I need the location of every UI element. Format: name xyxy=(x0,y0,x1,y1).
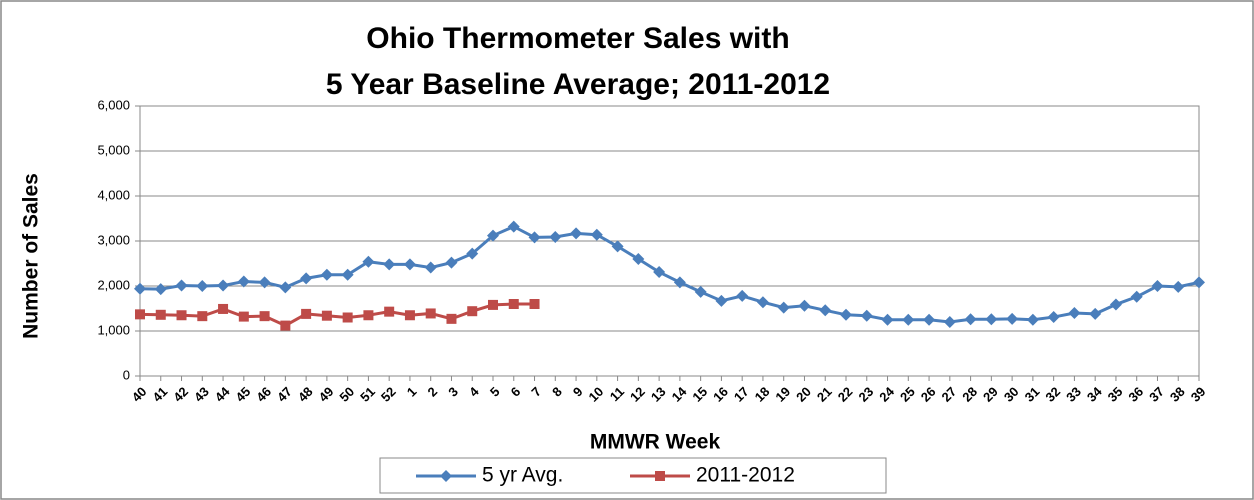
marker xyxy=(570,227,583,240)
marker xyxy=(445,256,458,269)
marker xyxy=(300,272,313,285)
plot-area xyxy=(139,105,1200,377)
marker xyxy=(404,310,415,321)
marker xyxy=(798,299,811,312)
marker xyxy=(756,296,769,309)
marker xyxy=(383,258,396,271)
marker xyxy=(1193,276,1205,289)
marker xyxy=(1109,298,1122,311)
y-tick-label: 0 xyxy=(123,367,130,382)
marker xyxy=(403,258,416,271)
marker xyxy=(384,306,395,317)
marker xyxy=(1151,280,1164,292)
chart-title: 5 Year Baseline Average; 2011-2012 xyxy=(326,68,830,101)
marker xyxy=(424,261,437,274)
marker xyxy=(590,228,603,241)
marker xyxy=(860,309,873,322)
y-tick-label: 3,000 xyxy=(97,232,130,247)
marker xyxy=(446,313,457,324)
marker xyxy=(301,308,312,319)
marker xyxy=(134,282,146,295)
y-tick-label: 1,000 xyxy=(97,322,130,337)
marker xyxy=(1172,280,1185,293)
chart-title: Ohio Thermometer Sales with xyxy=(366,22,789,55)
marker xyxy=(238,311,249,322)
marker xyxy=(736,289,749,302)
marker xyxy=(135,309,145,320)
marker xyxy=(715,294,728,307)
y-tick-label: 4,000 xyxy=(97,187,130,202)
marker xyxy=(237,275,250,288)
marker xyxy=(362,255,375,268)
legend-marker xyxy=(655,471,665,481)
marker xyxy=(320,268,333,281)
marker xyxy=(1068,307,1081,319)
marker xyxy=(1047,311,1060,324)
marker xyxy=(196,280,209,292)
marker xyxy=(321,310,332,321)
y-tick-label: 5,000 xyxy=(97,142,130,157)
marker xyxy=(1006,312,1019,325)
marker xyxy=(632,253,645,265)
marker xyxy=(1130,290,1143,303)
y-axis-label: Number of Sales xyxy=(20,173,43,339)
marker xyxy=(819,304,832,317)
marker xyxy=(549,230,562,243)
marker xyxy=(653,266,666,279)
series-line xyxy=(139,224,1200,324)
marker xyxy=(508,299,519,309)
marker xyxy=(259,311,270,322)
marker xyxy=(175,279,188,292)
marker xyxy=(279,281,292,294)
marker xyxy=(217,279,230,292)
marker xyxy=(280,320,291,331)
marker xyxy=(341,268,354,281)
legend-label: 5 yr Avg. xyxy=(482,464,563,487)
marker xyxy=(611,240,624,253)
marker xyxy=(155,309,166,320)
marker xyxy=(985,313,998,326)
marker xyxy=(218,303,229,314)
marker xyxy=(258,276,271,289)
marker xyxy=(466,247,479,260)
marker xyxy=(840,308,852,321)
marker xyxy=(176,310,187,321)
marker xyxy=(964,313,977,326)
legend-marker xyxy=(440,470,452,482)
marker xyxy=(487,229,499,242)
marker xyxy=(154,283,167,296)
marker xyxy=(1026,313,1039,326)
y-tick-label: 6,000 xyxy=(97,97,130,112)
marker xyxy=(363,310,374,321)
marker xyxy=(923,313,936,326)
marker xyxy=(777,301,790,314)
marker xyxy=(197,311,208,322)
marker xyxy=(488,299,498,310)
y-tick-label: 2,000 xyxy=(97,277,130,292)
marker xyxy=(902,313,915,326)
marker xyxy=(1089,307,1102,320)
marker xyxy=(342,312,353,323)
marker xyxy=(881,313,894,326)
marker xyxy=(943,316,956,328)
marker xyxy=(673,276,686,289)
legend-label: 2011-2012 xyxy=(696,464,795,487)
marker xyxy=(467,306,478,317)
marker xyxy=(425,308,436,319)
marker xyxy=(507,220,520,233)
marker xyxy=(529,299,540,309)
marker xyxy=(528,231,541,244)
x-axis-label: MMWR Week xyxy=(590,431,721,454)
marker xyxy=(694,285,707,298)
